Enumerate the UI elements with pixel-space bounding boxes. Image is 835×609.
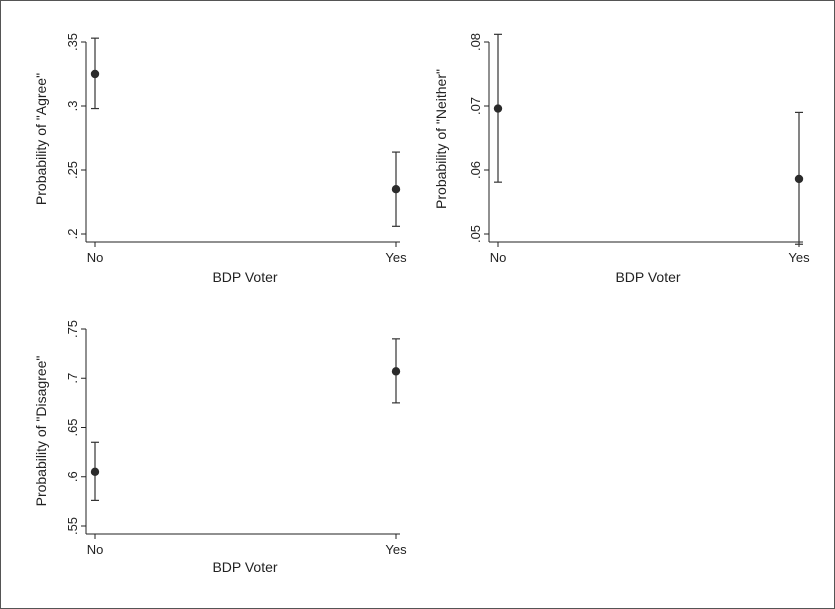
y-tick-label-agree: .3	[65, 101, 80, 112]
y-tick-label-neither: .05	[468, 225, 483, 243]
x-tick-label-neither: No	[490, 250, 507, 265]
x-axis-title-agree: BDP Voter	[212, 269, 277, 285]
data-point-neither-no	[494, 104, 502, 112]
x-tick-label-disagree: No	[87, 542, 104, 557]
x-tick-label-neither: Yes	[788, 250, 810, 265]
y-axis-title-agree: Probability of "Agree"	[33, 73, 49, 205]
panel-disagree: Probability of "Disagree" BDP Voter .55.…	[33, 320, 407, 575]
data-point-agree-yes	[392, 185, 400, 193]
y-tick-label-agree: .2	[65, 229, 80, 240]
x-tick-label-agree: Yes	[385, 250, 407, 265]
y-axis-title-disagree: Probability of "Disagree"	[33, 356, 49, 507]
panel-agree: Probability of "Agree" BDP Voter .2 .25 .3…	[33, 33, 407, 285]
x-tick-label-disagree: Yes	[385, 542, 407, 557]
data-point-neither-yes	[795, 175, 803, 183]
x-axis-title-disagree: BDP Voter	[212, 559, 277, 575]
y-tick-label-agree: .35	[65, 33, 80, 51]
data-point-disagree-no	[91, 468, 99, 476]
panel-neither: Probability of "Neither" BDP Voter .05 .0…	[433, 33, 810, 285]
y-axis-title-neither: Probability of "Neither"	[433, 69, 449, 209]
data-point-disagree-yes	[392, 367, 400, 375]
y-tick-label-disagree: .65	[65, 418, 80, 436]
y-tick-label-disagree: .7	[65, 373, 80, 384]
y-tick-label-disagree: .55	[65, 517, 80, 535]
x-axis-title-neither: BDP Voter	[615, 269, 680, 285]
y-tick-label-neither: .07	[468, 97, 483, 115]
y-tick-label-agree: .25	[65, 161, 80, 179]
y-tick-label-neither: .06	[468, 161, 483, 179]
data-point-agree-no	[91, 70, 99, 78]
y-tick-label-neither: .08	[468, 33, 483, 51]
y-tick-label-disagree: .75	[65, 320, 80, 338]
x-tick-label-agree: No	[87, 250, 104, 265]
y-tick-label-disagree: .6	[65, 471, 80, 482]
